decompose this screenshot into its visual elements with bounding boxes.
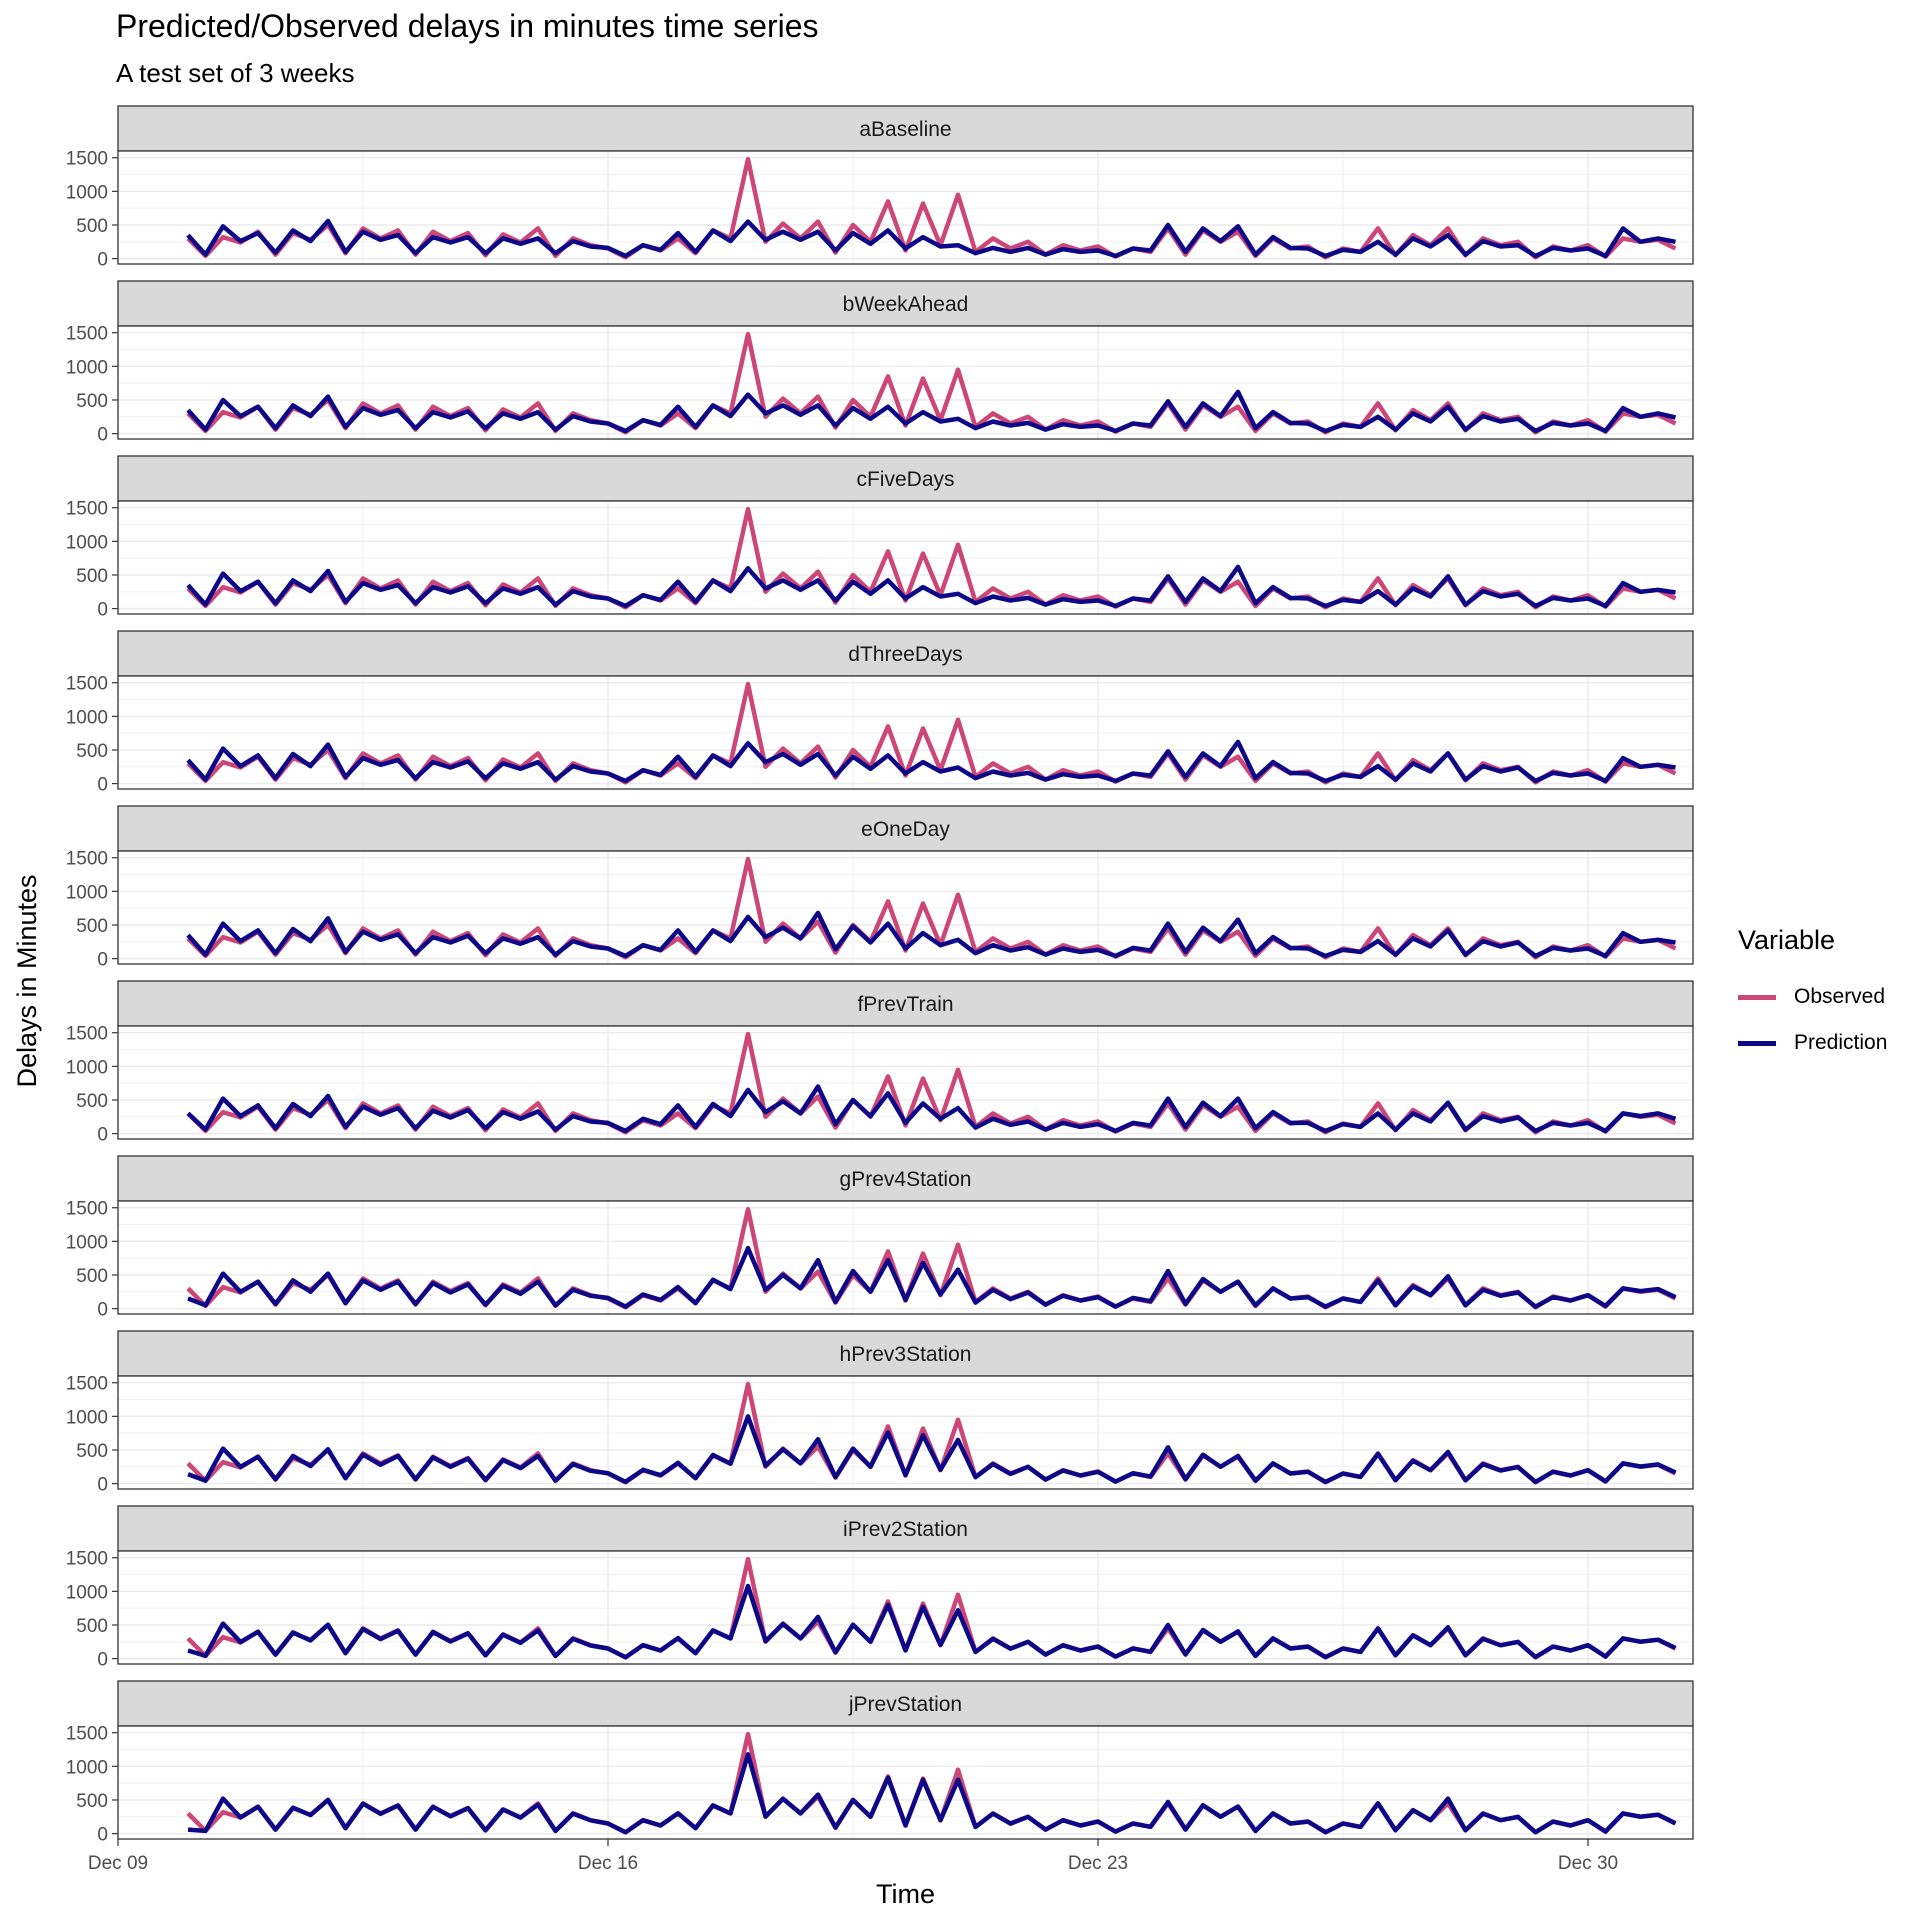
y-tick-label: 500 [76,1791,108,1812]
observed-legend-key [1738,994,1776,1000]
facet-label-bWeekAhead: bWeekAhead [843,293,969,316]
y-tick-label: 1500 [66,1724,108,1745]
y-tick-label: 1500 [66,499,108,520]
x-axis-title: Time [876,1879,935,1909]
y-tick-label: 0 [97,1825,108,1846]
y-tick-label: 1000 [66,1407,108,1428]
facet-panel-border [117,850,1694,965]
y-tick-label: 500 [76,741,108,762]
facet-panel-border [117,1200,1694,1315]
legend-title: Variable [1738,925,1836,955]
y-tick-label: 1500 [66,849,108,870]
y-tick-label: 500 [76,1616,108,1637]
facet-strip [117,455,1694,502]
y-tick-label: 500 [76,216,108,237]
facet-strip [117,1680,1694,1727]
facet-panel-border [117,150,1694,265]
y-tick-label: 1000 [66,1582,108,1603]
legend-item-prediction: Prediction [1738,1020,1887,1066]
facet-panel-border [117,500,1694,615]
facet-panel-border [117,1025,1694,1140]
y-tick-label: 1500 [66,1549,108,1570]
facet-label-iPrev2Station: iPrev2Station [843,1518,968,1541]
y-tick-label: 1500 [66,149,108,170]
facet-label-fPrevTrain: fPrevTrain [857,993,953,1016]
y-tick-label: 1000 [66,1757,108,1778]
facet-panel-border [117,1725,1694,1840]
facet-strip [117,805,1694,852]
facet-strip [117,980,1694,1027]
y-tick-label: 0 [97,950,108,971]
x-tick-label: Dec 30 [1558,1853,1618,1874]
y-tick-label: 500 [76,1266,108,1287]
y-tick-label: 0 [97,1475,108,1496]
prediction-legend-key [1738,1040,1776,1046]
y-tick-label: 0 [97,425,108,446]
y-tick-label: 500 [76,391,108,412]
y-tick-label: 0 [97,600,108,621]
y-tick-label: 1500 [66,324,108,345]
facet-panel-border [117,675,1694,790]
legend-item-observed: Observed [1738,974,1887,1020]
prediction-series-line [186,739,1676,784]
y-tick-label: 0 [97,1125,108,1146]
y-tick-label: 0 [97,250,108,271]
y-tick-label: 500 [76,1091,108,1112]
y-tick-label: 1000 [66,532,108,553]
y-tick-label: 1500 [66,1024,108,1045]
prediction-series-line [187,1583,1677,1660]
y-tick-label: 1500 [66,1374,108,1395]
y-tick-label: 1000 [66,182,108,203]
facet-label-cFiveDays: cFiveDays [856,468,954,491]
x-tick-label: Dec 23 [1068,1853,1128,1874]
y-axis-title: Delays in Minutes [12,874,42,1087]
y-tick-label: 1000 [66,882,108,903]
facet-label-aBaseline: aBaseline [859,118,951,141]
prediction-series-line [187,1245,1677,1309]
y-tick-label: 500 [76,566,108,587]
chart-subtitle: A test set of 3 weeks [116,58,355,88]
facet-panel-border [117,1375,1694,1490]
prediction-series-line [186,389,1677,434]
prediction-series-line [186,910,1676,959]
chart-title: Predicted/Observed delays in minutes tim… [116,8,819,44]
y-tick-label: 1000 [66,707,108,728]
y-tick-label: 0 [97,775,108,796]
y-tick-label: 1000 [66,1057,108,1078]
prediction-series-line [186,218,1676,259]
prediction-series-line [187,1414,1677,1485]
prediction-series-line [186,564,1676,609]
y-tick-label: 500 [76,1441,108,1462]
facet-label-gPrev4Station: gPrev4Station [840,1168,972,1191]
x-tick-label: Dec 09 [88,1853,148,1874]
prediction-series-line [186,1084,1677,1134]
y-tick-label: 1000 [66,357,108,378]
y-tick-label: 0 [97,1650,108,1671]
facet-label-jPrevStation: jPrevStation [848,1693,962,1716]
facet-strip [117,1505,1694,1552]
facet-label-hPrev3Station: hPrev3Station [840,1343,972,1366]
y-tick-label: 500 [76,916,108,937]
y-tick-label: 0 [97,1300,108,1321]
facet-panel-border [117,1550,1694,1665]
facet-strip [117,1330,1694,1377]
prediction-series-line [187,1752,1677,1835]
facet-panel-border [117,325,1694,440]
legend-label-observed: Observed [1794,985,1886,1008]
facet-label-eOneDay: eOneDay [861,818,950,841]
y-tick-label: 1500 [66,1199,108,1220]
y-tick-label: 1500 [66,674,108,695]
x-tick-label: Dec 16 [578,1853,638,1874]
facet-label-dThreeDays: dThreeDays [848,643,962,666]
facet-strip [117,630,1694,677]
y-tick-label: 1000 [66,1232,108,1253]
legend-label-prediction: Prediction [1794,1031,1888,1054]
legend: Variable Observed Prediction [1738,925,1887,1066]
